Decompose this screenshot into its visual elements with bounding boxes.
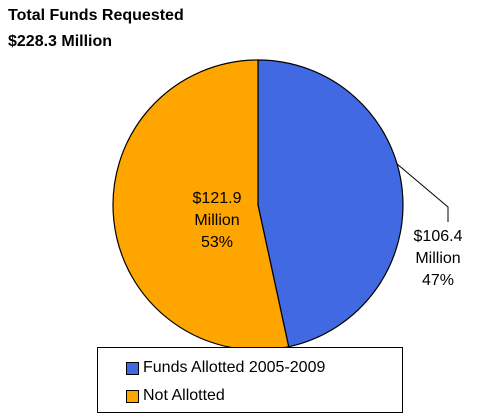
data-label-not-allotted: $121.9 Million 53%: [172, 188, 262, 254]
slice-not-allotted: [112, 59, 290, 351]
legend-swatch: [126, 361, 139, 375]
data-label-amount: $106.4: [413, 228, 463, 245]
legend-label: Funds Allotted 2005-2009: [143, 359, 326, 376]
data-label-percent: 47%: [421, 272, 455, 289]
chart-legend: Funds Allotted 2005-2009 Not Allotted: [97, 347, 403, 413]
legend-item-not-allotted: Not Allotted: [126, 386, 225, 406]
chart-title: Total Funds Requested: [8, 7, 184, 24]
data-label-unit: Million: [194, 212, 240, 229]
data-label-funds-allotted: $106.4 Million 47%: [396, 226, 480, 292]
legend-item-funds-allotted: Funds Allotted 2005-2009: [126, 358, 325, 378]
data-label-unit: Million: [415, 250, 461, 267]
slice-funds-allotted: [257, 59, 404, 348]
data-label-percent: 53%: [200, 234, 234, 251]
leader-line: [396, 163, 449, 222]
data-label-amount: $121.9: [192, 190, 242, 207]
chart-subtitle: $228.3 Million: [8, 33, 113, 50]
legend-label: Not Allotted: [143, 387, 225, 404]
legend-swatch: [126, 389, 139, 403]
